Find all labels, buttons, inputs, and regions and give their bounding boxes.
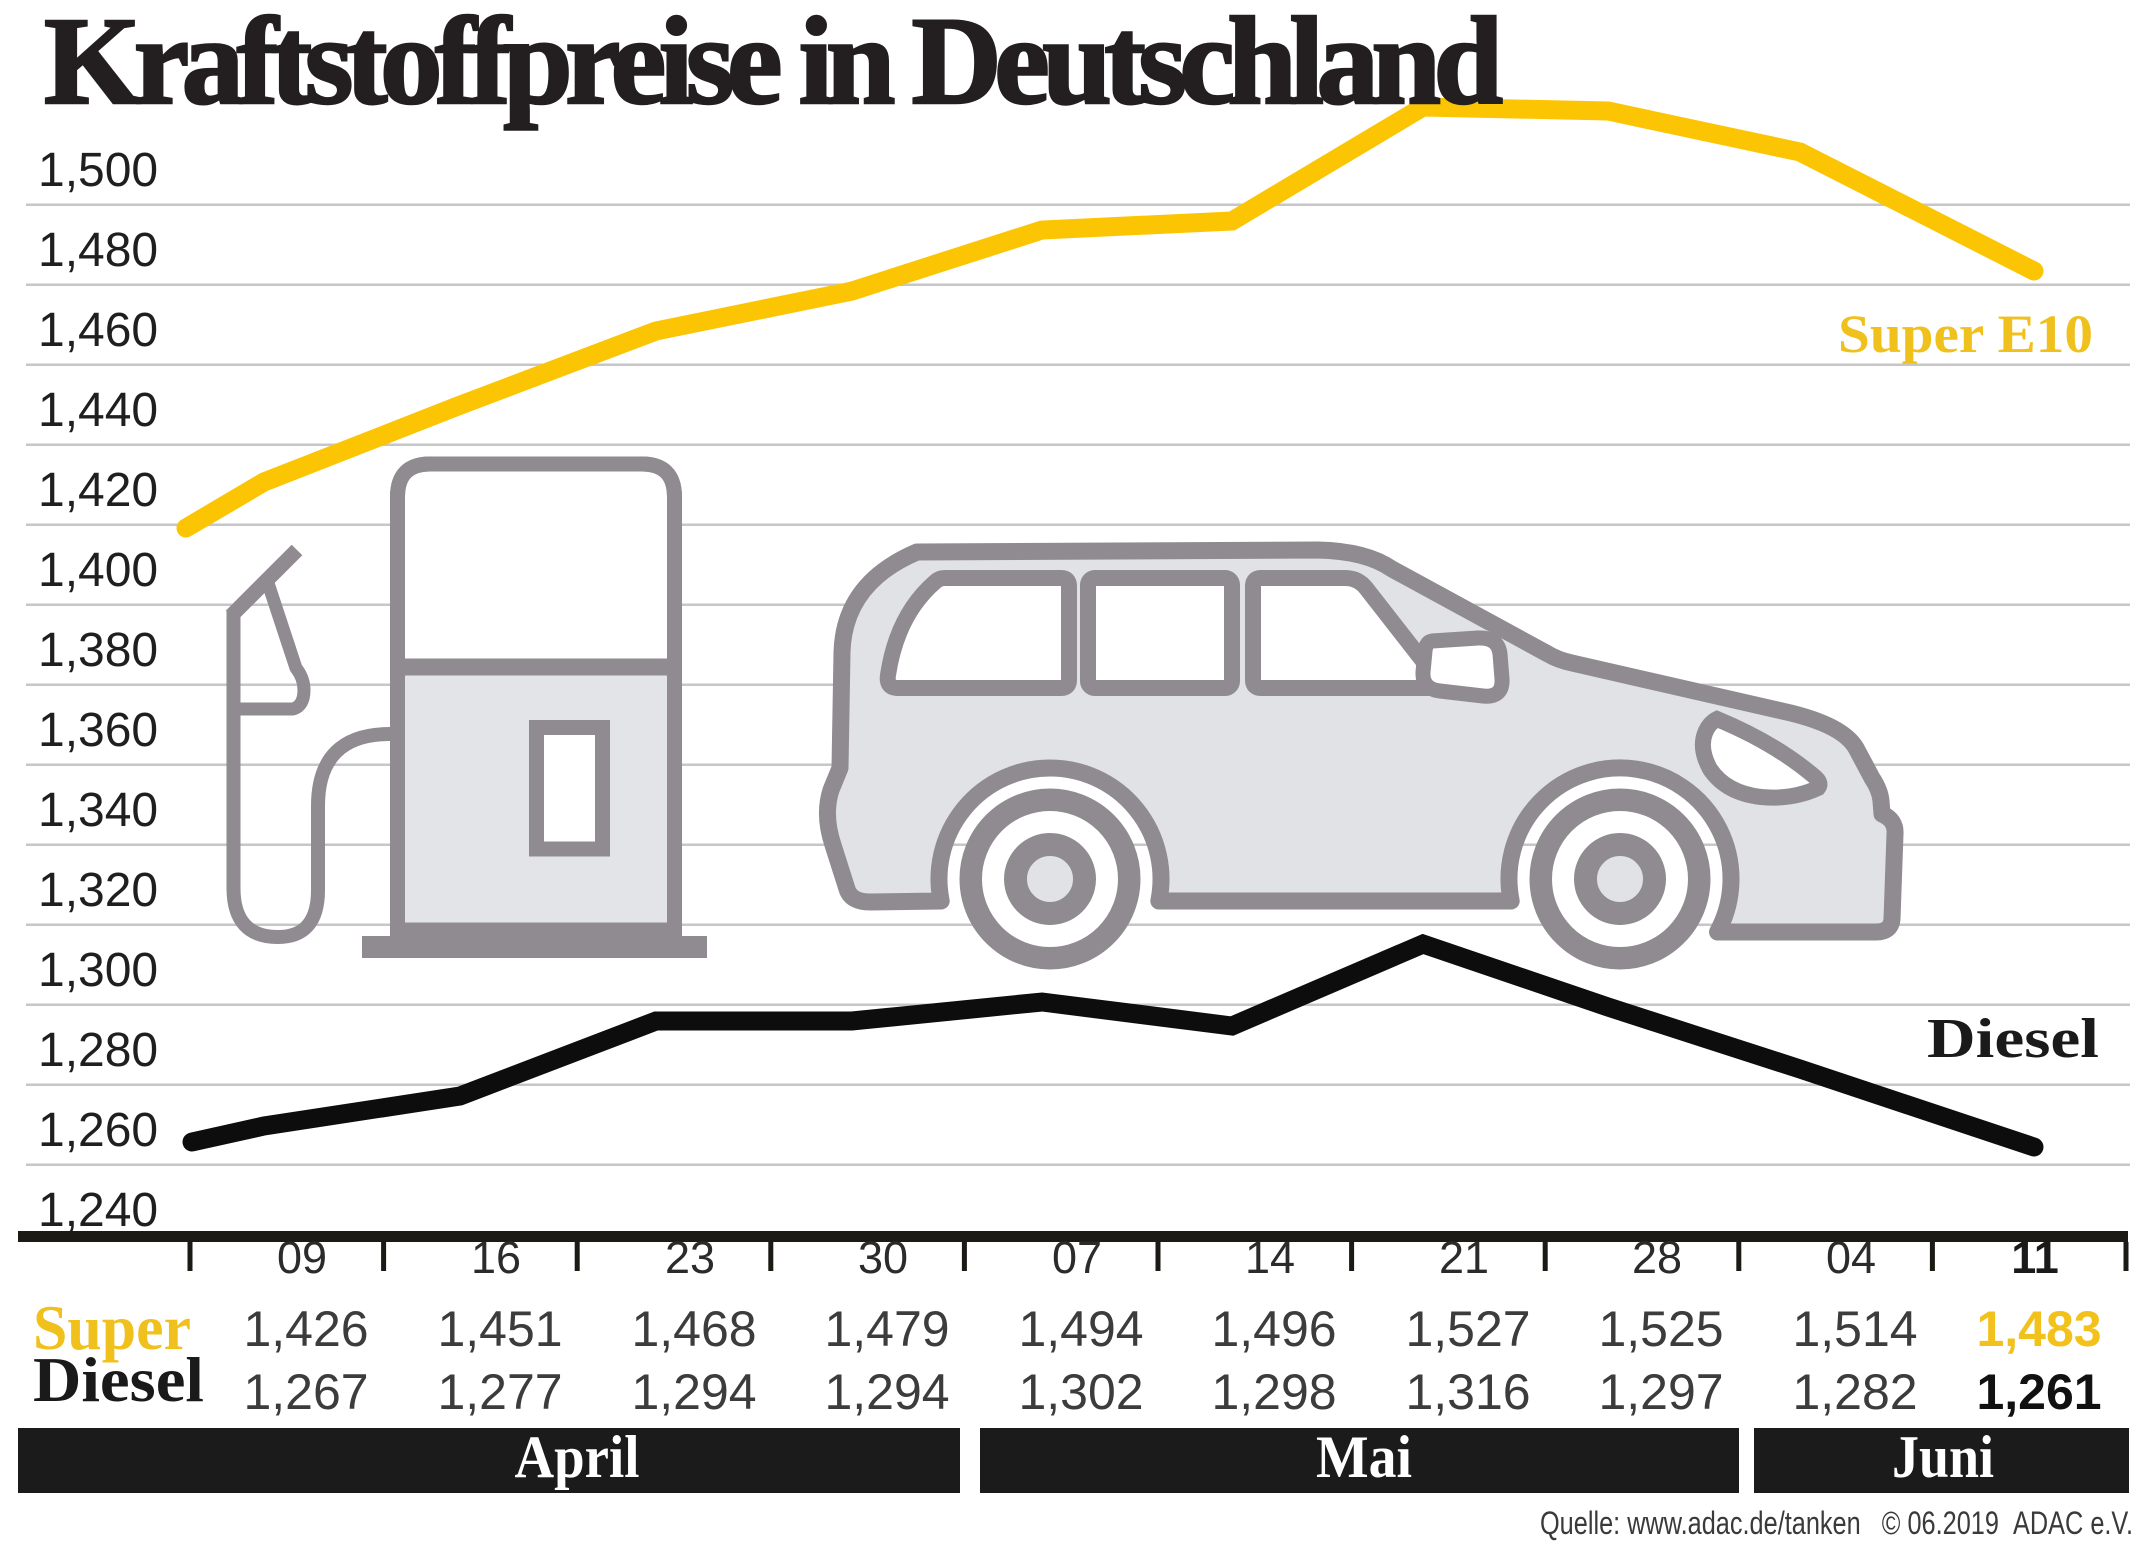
svg-text:1,514: 1,514 — [1792, 1301, 1917, 1357]
svg-text:1,468: 1,468 — [631, 1301, 756, 1357]
svg-text:Quelle: www.adac.de/tanken ©: Quelle: www.adac.de/tanken © 06.2019 ADA… — [1540, 1505, 2133, 1541]
svg-text:1,460: 1,460 — [38, 304, 158, 357]
svg-text:1,494: 1,494 — [1018, 1301, 1143, 1357]
svg-text:1,527: 1,527 — [1405, 1301, 1530, 1357]
svg-text:Mai: Mai — [1316, 1424, 1412, 1490]
svg-text:21: 21 — [1439, 1232, 1489, 1283]
svg-text:1,240: 1,240 — [38, 1184, 158, 1237]
svg-text:1,496: 1,496 — [1211, 1301, 1336, 1357]
svg-text:April: April — [515, 1424, 640, 1490]
svg-text:Diesel: Diesel — [33, 1344, 204, 1415]
svg-text:1,277: 1,277 — [437, 1364, 562, 1420]
svg-text:1,267: 1,267 — [243, 1364, 368, 1420]
svg-text:1,294: 1,294 — [631, 1364, 756, 1420]
svg-text:1,340: 1,340 — [38, 784, 158, 837]
svg-text:30: 30 — [858, 1232, 908, 1283]
svg-text:1,380: 1,380 — [38, 624, 158, 677]
svg-text:1,282: 1,282 — [1792, 1364, 1917, 1420]
svg-text:Juni: Juni — [1892, 1424, 1994, 1490]
svg-text:Super E10: Super E10 — [1838, 304, 2093, 364]
svg-text:1,451: 1,451 — [437, 1301, 562, 1357]
svg-text:04: 04 — [1826, 1232, 1876, 1283]
svg-text:1,316: 1,316 — [1405, 1364, 1530, 1420]
svg-text:1,426: 1,426 — [243, 1301, 368, 1357]
svg-text:11: 11 — [2011, 1232, 2059, 1283]
svg-text:1,297: 1,297 — [1598, 1364, 1723, 1420]
svg-text:16: 16 — [471, 1232, 521, 1283]
svg-text:28: 28 — [1632, 1232, 1682, 1283]
svg-text:1,294: 1,294 — [824, 1364, 949, 1420]
svg-text:1,483: 1,483 — [1976, 1301, 2101, 1357]
svg-text:07: 07 — [1052, 1232, 1102, 1283]
svg-text:Diesel: Diesel — [1927, 1008, 2099, 1070]
svg-text:1,320: 1,320 — [38, 864, 158, 917]
svg-text:1,300: 1,300 — [38, 944, 158, 997]
svg-text:09: 09 — [277, 1232, 327, 1283]
svg-text:14: 14 — [1245, 1232, 1295, 1283]
svg-text:1,479: 1,479 — [824, 1301, 949, 1357]
svg-text:1,440: 1,440 — [38, 384, 158, 437]
svg-text:1,360: 1,360 — [38, 704, 158, 757]
svg-text:1,280: 1,280 — [38, 1024, 158, 1077]
svg-text:1,298: 1,298 — [1211, 1364, 1336, 1420]
svg-text:1,500: 1,500 — [38, 144, 158, 197]
svg-text:23: 23 — [665, 1232, 715, 1283]
svg-text:1,302: 1,302 — [1018, 1364, 1143, 1420]
svg-text:1,261: 1,261 — [1976, 1364, 2101, 1420]
svg-text:1,400: 1,400 — [38, 544, 158, 597]
svg-text:1,420: 1,420 — [38, 464, 158, 517]
svg-text:1,480: 1,480 — [38, 224, 158, 277]
svg-text:Kraftstoffpreise in Deutschlan: Kraftstoffpreise in Deutschland — [44, 0, 1503, 131]
svg-text:Super: Super — [33, 1292, 191, 1363]
svg-text:1,525: 1,525 — [1598, 1301, 1723, 1357]
svg-text:1,260: 1,260 — [38, 1104, 158, 1157]
